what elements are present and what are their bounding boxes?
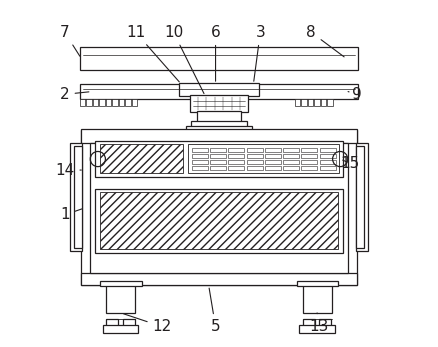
Bar [301, 148, 318, 152]
Bar [301, 160, 318, 164]
Text: 9: 9 [348, 87, 361, 102]
Bar [180, 83, 258, 96]
Bar [247, 148, 263, 152]
Bar [132, 99, 138, 107]
Bar [283, 148, 299, 152]
Bar [328, 99, 333, 107]
Bar [247, 160, 263, 164]
Bar [74, 146, 82, 247]
Bar [247, 166, 263, 170]
Bar [81, 130, 357, 285]
Bar [295, 99, 300, 107]
Bar [356, 146, 364, 247]
Bar [303, 319, 314, 325]
Bar [191, 121, 247, 127]
Bar [303, 285, 332, 313]
Text: 12: 12 [124, 314, 172, 334]
Text: 2: 2 [60, 87, 89, 102]
Bar [301, 166, 318, 170]
Bar [297, 281, 338, 286]
Bar [356, 143, 368, 251]
Bar [210, 154, 226, 158]
Bar [314, 99, 320, 107]
Bar [190, 95, 248, 111]
Bar [283, 154, 299, 158]
Bar [119, 99, 124, 107]
Text: 15: 15 [340, 156, 360, 171]
Bar [265, 154, 281, 158]
Bar [81, 273, 357, 285]
Bar [100, 281, 141, 286]
Bar [81, 129, 357, 143]
Bar [210, 166, 226, 170]
Bar [321, 99, 326, 107]
Bar [95, 141, 343, 177]
Bar [80, 99, 85, 107]
Bar [283, 160, 299, 164]
Bar [228, 166, 244, 170]
Bar [247, 154, 263, 158]
Bar [112, 99, 118, 107]
Bar [86, 99, 92, 107]
Bar [308, 99, 313, 107]
Bar [228, 154, 244, 158]
Bar [283, 166, 299, 170]
Bar [100, 144, 183, 174]
Bar [186, 126, 252, 132]
Bar [210, 148, 226, 152]
Text: 5: 5 [209, 288, 220, 334]
Bar [228, 160, 244, 164]
Bar [106, 99, 111, 107]
Bar [197, 111, 241, 122]
Bar [93, 99, 98, 107]
Text: 10: 10 [164, 25, 204, 94]
Bar [319, 160, 336, 164]
Bar [265, 160, 281, 164]
Bar [299, 325, 335, 332]
Text: 11: 11 [126, 25, 179, 82]
Bar [301, 99, 307, 107]
Bar [265, 148, 281, 152]
Bar [319, 154, 336, 158]
Text: 1: 1 [60, 207, 82, 222]
Text: 6: 6 [211, 25, 220, 81]
Bar [192, 148, 208, 152]
Bar [102, 325, 138, 332]
Bar [123, 319, 134, 325]
Bar [319, 148, 336, 152]
Bar [210, 160, 226, 164]
Bar [192, 160, 208, 164]
Bar [80, 47, 358, 70]
Bar [301, 154, 318, 158]
Bar [70, 143, 82, 251]
Bar [192, 154, 208, 158]
Text: 14: 14 [55, 162, 81, 178]
Bar [95, 189, 343, 253]
Text: 8: 8 [307, 25, 344, 57]
Bar [319, 166, 336, 170]
Bar [192, 166, 208, 170]
Bar [188, 144, 339, 174]
Bar [265, 166, 281, 170]
Text: 7: 7 [60, 25, 80, 56]
Bar [106, 319, 118, 325]
Bar [125, 99, 131, 107]
Bar [99, 99, 105, 107]
Text: 3: 3 [254, 25, 265, 81]
Bar [228, 148, 244, 152]
Text: 13: 13 [309, 313, 328, 334]
Bar [106, 285, 135, 313]
Bar [90, 143, 348, 273]
Bar [80, 84, 358, 100]
Bar [100, 193, 338, 249]
Bar [319, 319, 331, 325]
